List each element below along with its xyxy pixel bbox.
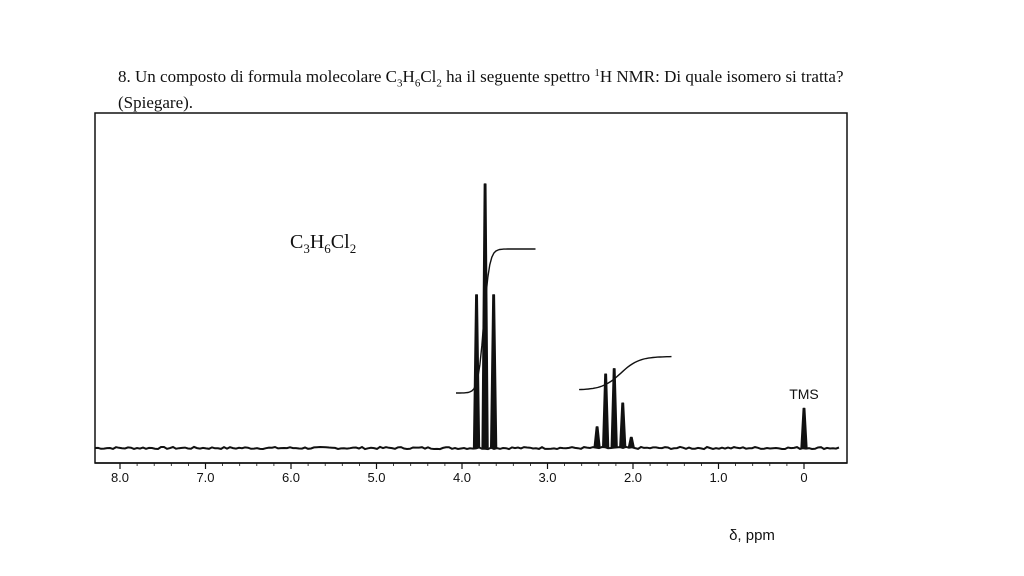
- formula-sub-3: 3: [397, 77, 403, 90]
- x-tick-label: 2.0: [624, 470, 642, 485]
- x-tick-label: 1.0: [709, 470, 727, 485]
- question-number: 8.: [118, 67, 131, 86]
- peak-quintet-2.2: [593, 426, 601, 449]
- x-axis-ticks: 8.0 7.0 6.0 5.0 4.0 3.0 2.0 1.0 0: [111, 463, 808, 485]
- formula-sub-2: 2: [436, 77, 442, 90]
- x-tick-label: 3.0: [538, 470, 556, 485]
- peak-triplet-3.7: [489, 294, 498, 449]
- x-tick-label: 0: [800, 470, 807, 485]
- question-text-mid: ha il seguente spettro: [441, 67, 595, 86]
- peak-quintet-2.2: [627, 436, 635, 449]
- spectrum-peaks: [472, 183, 808, 449]
- peak-quintet-2.2: [610, 368, 618, 449]
- x-tick-label: 4.0: [453, 470, 471, 485]
- formula-sub-6: 6: [414, 77, 421, 90]
- nucleus-superscript: 1: [594, 67, 600, 79]
- formula-cl: Cl: [420, 67, 437, 86]
- integral-curve: [579, 355, 672, 391]
- x-tick-label: 6.0: [282, 470, 300, 485]
- formula-h: H: [402, 67, 415, 86]
- peak-quintet-2.2: [619, 402, 627, 449]
- peak-triplet-3.7: [472, 294, 481, 449]
- spectrum-baseline: [94, 445, 840, 451]
- peak-triplet-3.7: [481, 183, 489, 449]
- question-text-after: H NMR: Di quale isomero si tratta? (Spie…: [118, 67, 844, 113]
- plot-frame: [94, 112, 848, 464]
- x-tick-label: 5.0: [367, 470, 385, 485]
- question-text-before: Un composto di formula molecolare C: [135, 67, 398, 86]
- peak-quintet-2.2: [601, 373, 610, 449]
- question-text: 8. Un composto di formula molecolare C3H…: [118, 64, 848, 112]
- x-tick-label: 8.0: [111, 470, 129, 485]
- x-tick-label: 7.0: [196, 470, 214, 485]
- x-axis-label: δ, ppm: [729, 527, 775, 544]
- integral-curves: [456, 248, 672, 394]
- tms-label: TMS: [789, 386, 819, 402]
- peak-TMS: [800, 407, 808, 449]
- formula-label: C3H6Cl2: [290, 231, 356, 256]
- integral-curve: [456, 248, 536, 394]
